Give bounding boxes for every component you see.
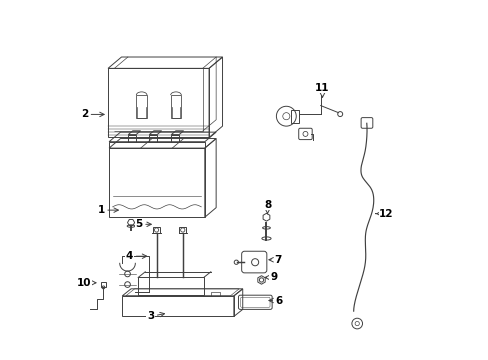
Text: 7: 7 xyxy=(268,255,281,265)
Text: 2: 2 xyxy=(81,109,104,120)
Text: 5: 5 xyxy=(135,219,151,229)
Text: 8: 8 xyxy=(264,200,271,213)
Text: 4: 4 xyxy=(125,251,146,261)
Text: 11: 11 xyxy=(315,83,329,98)
Text: 3: 3 xyxy=(147,311,164,321)
Text: 10: 10 xyxy=(77,278,96,288)
Text: 12: 12 xyxy=(375,209,393,219)
Text: 9: 9 xyxy=(264,273,277,283)
Text: 6: 6 xyxy=(268,296,282,306)
Text: 1: 1 xyxy=(97,205,118,215)
Bar xyxy=(290,110,299,123)
Bar xyxy=(101,283,106,287)
